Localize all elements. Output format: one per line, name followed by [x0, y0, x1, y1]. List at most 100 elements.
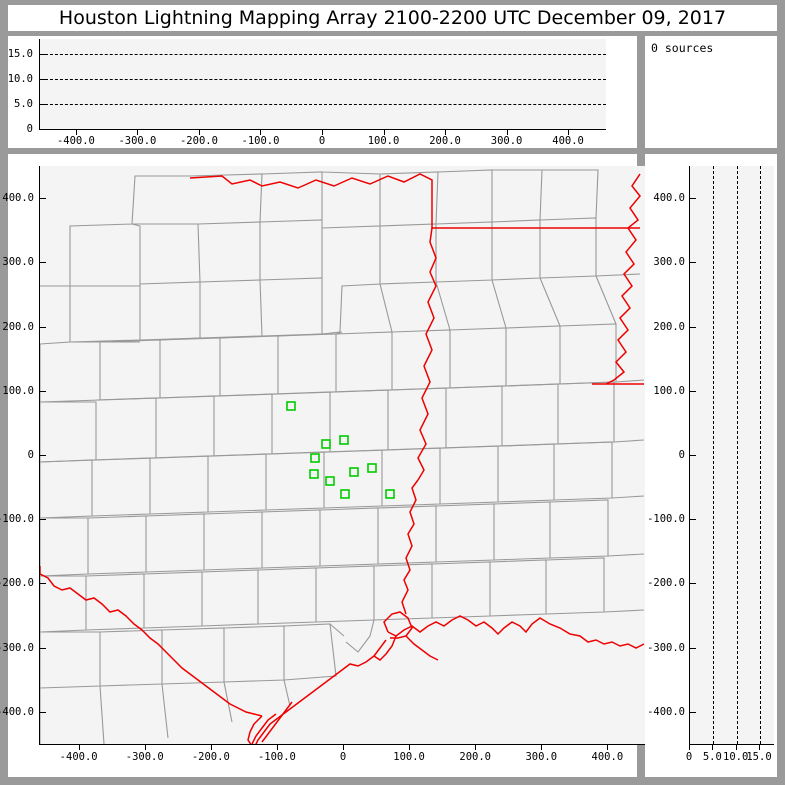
top-x-tick-mark [568, 129, 569, 135]
altitude-vs-east-west-plot-area[interactable] [39, 39, 606, 130]
right-x-tick-label: 0 [686, 751, 692, 763]
right-y-tick-label: 100.0 [653, 385, 685, 397]
map-x-tick-mark [409, 744, 410, 750]
right-x-tick-label: 10.0 [723, 751, 748, 763]
top-x-tick-mark [260, 129, 261, 135]
top-x-tick-mark [199, 129, 200, 135]
top-x-tick-label: -400.0 [57, 135, 95, 147]
top-y-tick-mark [39, 104, 46, 105]
map-x-tick-mark [211, 744, 212, 750]
right-y-tick-label: -400.0 [647, 706, 685, 718]
right-gridline [760, 166, 761, 744]
right-y-tick-label: -300.0 [647, 642, 685, 654]
top-x-tick-label: 300.0 [491, 135, 523, 147]
map-y-tick-label: 200.0 [2, 321, 34, 333]
map-x-tick-mark [343, 744, 344, 750]
altitude-vs-north-south-y-axis: -400.0 -300.0 -200.0 -100.0 0 100.0 200.0 300.0… [645, 154, 688, 746]
right-y-tick-mark [689, 455, 696, 456]
map-y-tick-mark [39, 648, 46, 649]
map-y-tick-label: 400.0 [2, 192, 34, 204]
right-x-tick-mark [689, 744, 690, 750]
map-geography [40, 166, 648, 744]
plan-view-map-y-axis: -400.0-300.0-200.0-100.00100.0200.0300.0… [8, 154, 38, 746]
right-y-tick-label: -200.0 [647, 577, 685, 589]
map-y-tick-label: -300.0 [0, 642, 34, 654]
station-marker [386, 490, 394, 498]
top-x-tick-label: -200.0 [180, 135, 218, 147]
right-y-tick-mark [689, 648, 696, 649]
title-bar: Houston Lightning Mapping Array 2100-220… [8, 5, 777, 31]
station-marker [340, 436, 348, 444]
top-x-tick-mark [76, 129, 77, 135]
map-x-tick-mark [475, 744, 476, 750]
map-x-tick-label: -300.0 [126, 751, 164, 763]
altitude-vs-east-west-panel[interactable]: 05.010.015.0 -400.0-300.0-200.0-100.0010… [8, 36, 637, 148]
right-y-tick-label: 200.0 [653, 321, 685, 333]
map-y-tick-label: 300.0 [2, 256, 34, 268]
station-marker [287, 402, 295, 410]
altitude-vs-north-south-panel[interactable]: -400.0 -300.0 -200.0 -100.0 0 100.0 200.0 300.0… [645, 154, 777, 777]
station-marker [311, 454, 319, 462]
right-gridline [737, 166, 738, 744]
station-marker [350, 468, 358, 476]
map-x-tick-mark [79, 744, 80, 750]
map-y-tick-label: 100.0 [2, 385, 34, 397]
top-y-tick-mark [39, 54, 46, 55]
right-gridline [713, 166, 714, 744]
top-x-tick-mark [137, 129, 138, 135]
altitude-vs-east-west-y-axis: 05.010.015.0 [8, 36, 38, 132]
top-gridline [40, 79, 606, 80]
top-y-tick-mark [39, 129, 46, 130]
page-title: Houston Lightning Mapping Array 2100-220… [59, 7, 726, 29]
altitude-vs-north-south-plot-area[interactable] [689, 166, 774, 745]
source-count-label: 0 sources [651, 41, 713, 55]
map-x-tick-label: 300.0 [525, 751, 557, 763]
map-y-tick-mark [39, 391, 46, 392]
altitude-vs-north-south-x-axis: 05.010.015.0 [645, 745, 777, 763]
plan-view-map-x-axis: -400.0-300.0-200.0-100.00100.0200.0300.0… [8, 745, 637, 763]
map-y-tick-mark [39, 327, 46, 328]
right-y-tick-label: 300.0 [653, 256, 685, 268]
map-x-tick-mark [541, 744, 542, 750]
map-y-tick-label: -400.0 [0, 706, 34, 718]
top-x-tick-label: 100.0 [368, 135, 400, 147]
right-y-tick-label: -100.0 [647, 513, 685, 525]
source-count-panel: 0 sources [645, 36, 777, 148]
station-marker [326, 477, 334, 485]
right-y-tick-mark [689, 262, 696, 263]
map-y-tick-mark [39, 198, 46, 199]
map-y-tick-mark [39, 583, 46, 584]
top-x-tick-label: 400.0 [552, 135, 584, 147]
top-x-tick-mark [445, 129, 446, 135]
right-y-tick-mark [689, 198, 696, 199]
top-y-tick-label: 15.0 [8, 48, 33, 60]
right-x-tick-mark [736, 744, 737, 750]
top-x-tick-mark [507, 129, 508, 135]
right-y-tick-mark [689, 391, 696, 392]
map-y-tick-label: -100.0 [0, 513, 34, 525]
top-x-tick-mark [384, 129, 385, 135]
right-x-tick-mark [712, 744, 713, 750]
map-x-tick-mark [607, 744, 608, 750]
right-x-tick-label: 15.0 [746, 751, 771, 763]
map-y-tick-mark [39, 519, 46, 520]
top-gridline [40, 104, 606, 105]
station-marker [322, 440, 330, 448]
map-x-tick-label: 200.0 [459, 751, 491, 763]
map-x-tick-label: 0 [340, 751, 346, 763]
map-x-tick-mark [277, 744, 278, 750]
top-y-tick-mark [39, 79, 46, 80]
right-y-tick-label: 0 [679, 449, 685, 461]
station-marker [310, 470, 318, 478]
map-y-tick-mark [39, 262, 46, 263]
map-x-tick-label: 400.0 [592, 751, 624, 763]
map-x-tick-label: -400.0 [60, 751, 98, 763]
map-x-tick-label: -200.0 [192, 751, 230, 763]
plan-view-map-plot-area[interactable] [39, 166, 648, 745]
lma-viewer-window: Houston Lightning Mapping Array 2100-220… [0, 0, 785, 785]
top-x-tick-label: 0 [319, 135, 325, 147]
right-y-tick-mark [689, 519, 696, 520]
plan-view-map-panel[interactable]: -400.0-300.0-200.0-100.00100.0200.0300.0… [8, 154, 637, 777]
map-y-tick-mark [39, 455, 46, 456]
top-gridline [40, 54, 606, 55]
